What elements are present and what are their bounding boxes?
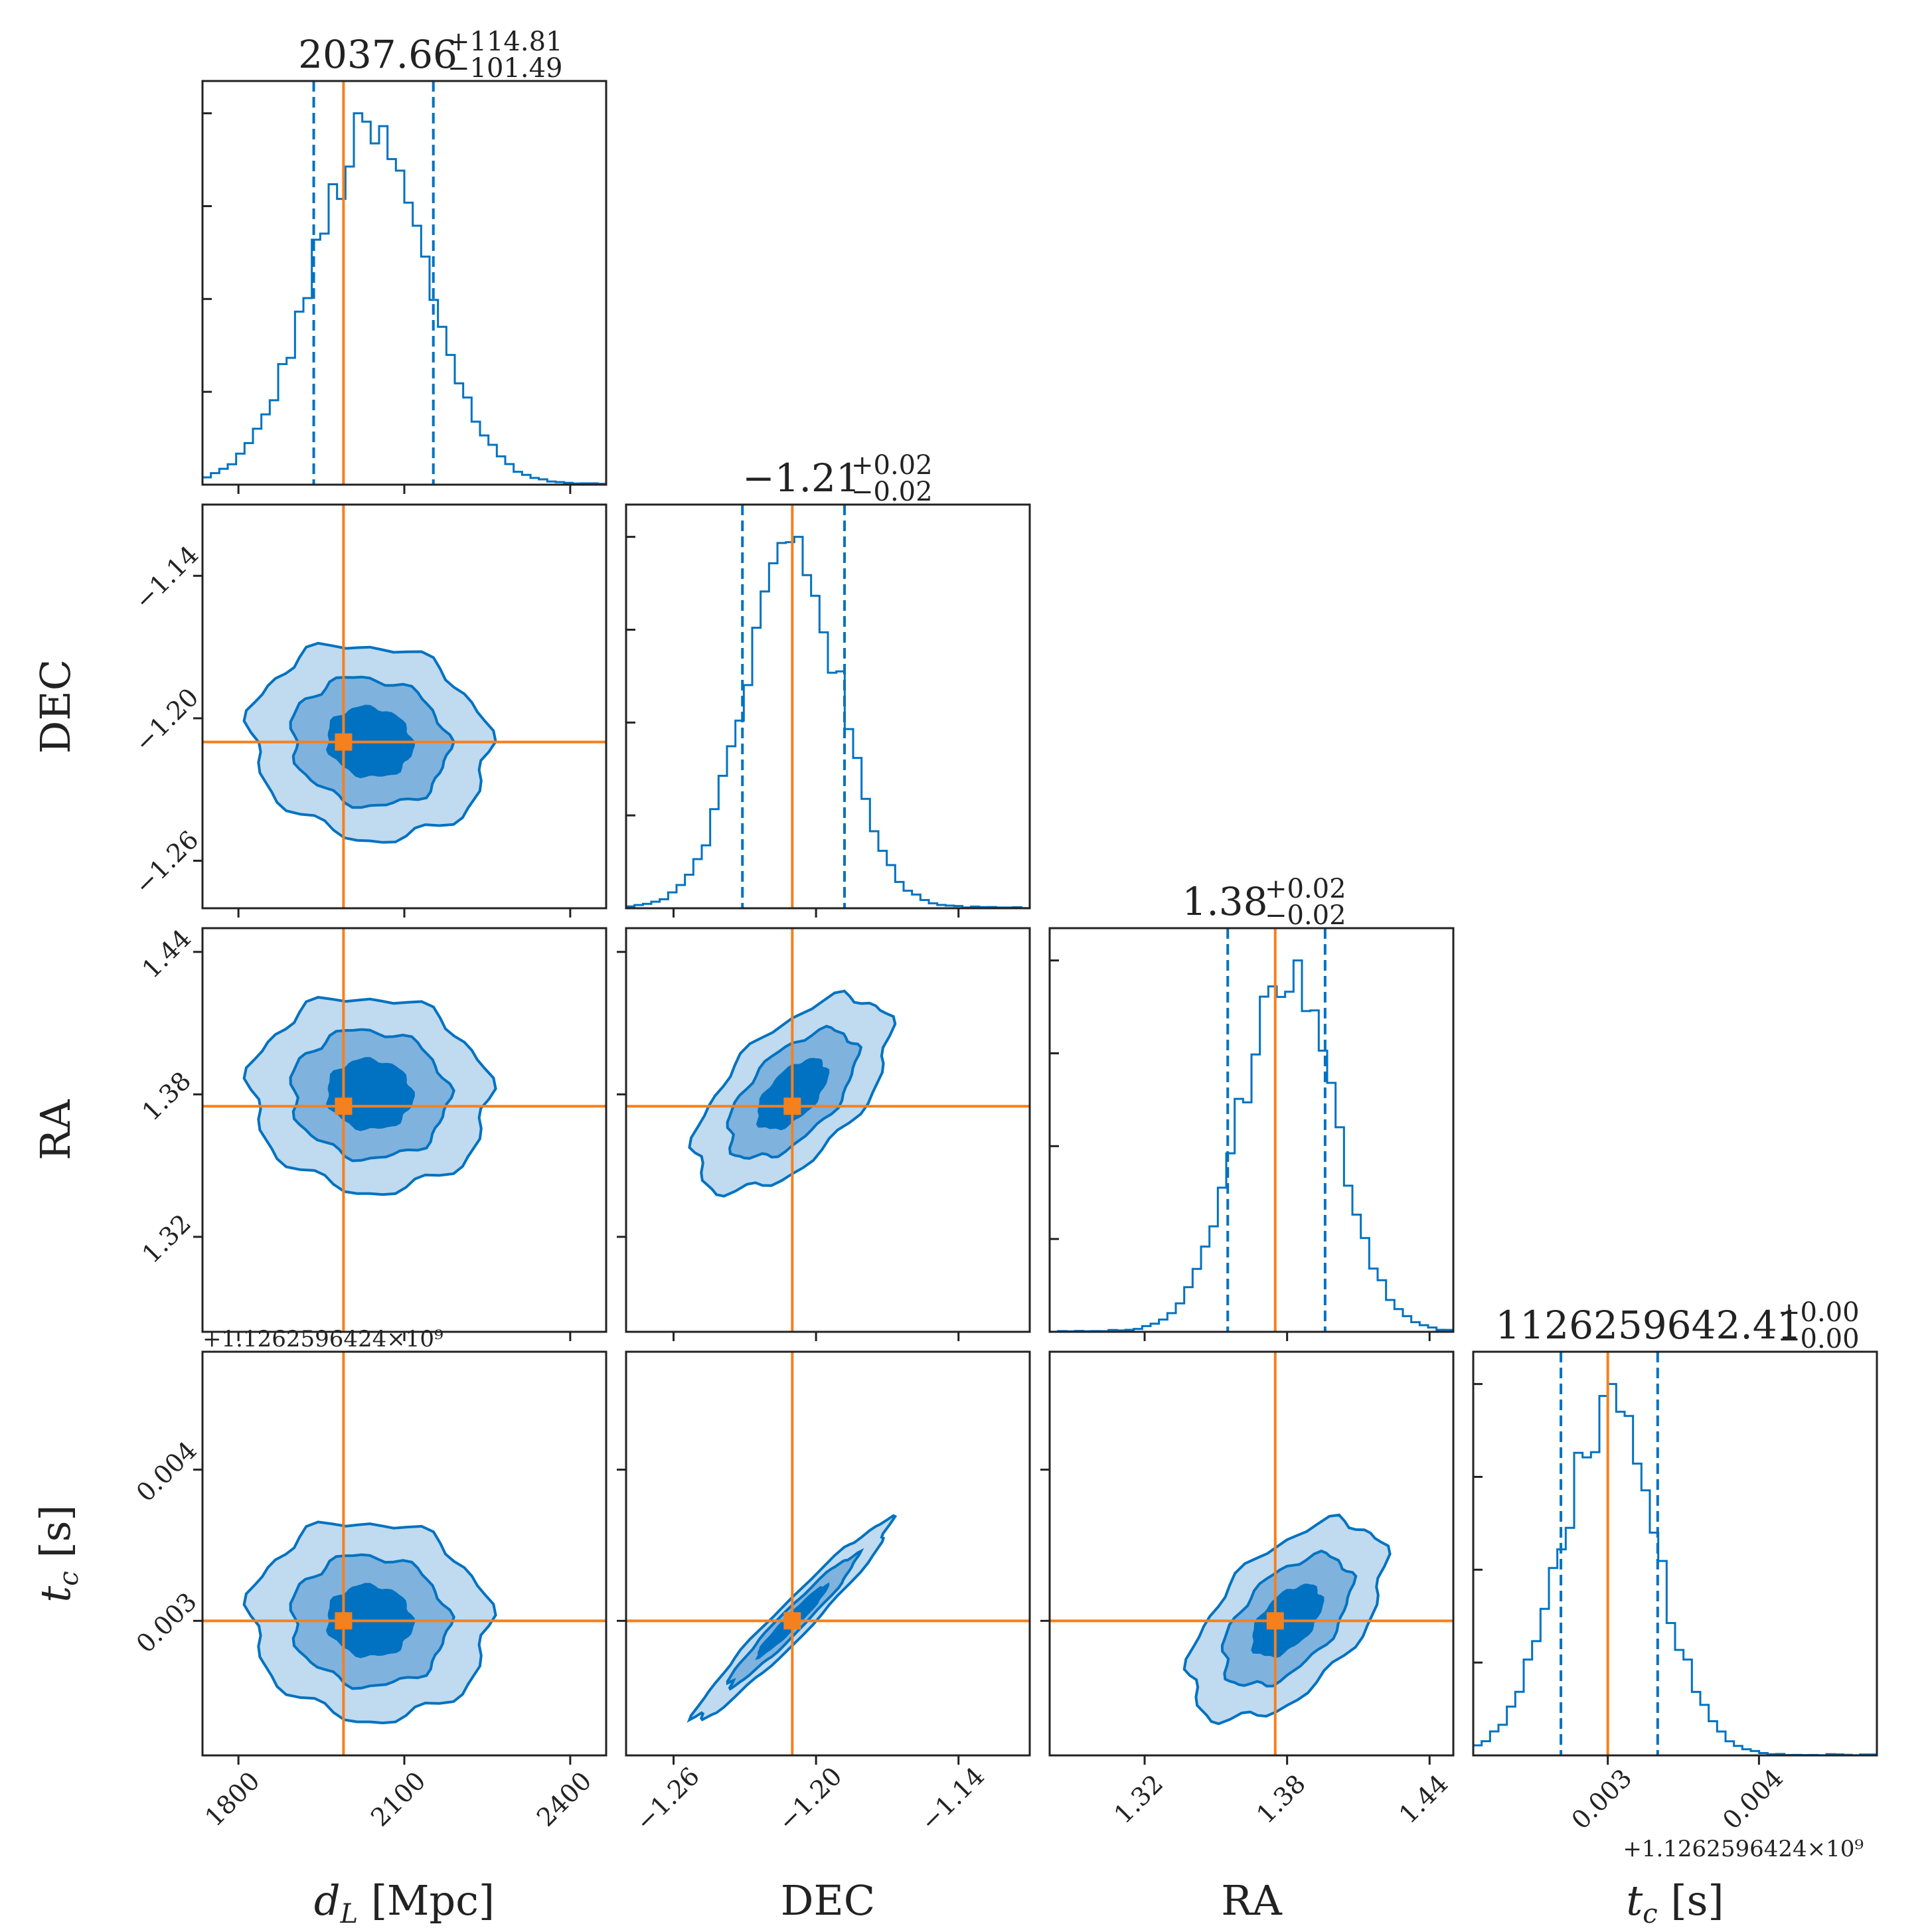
x-tick-label: −1.26: [630, 1761, 705, 1836]
truth-marker: [335, 1612, 353, 1630]
y-tick-label: −1.26: [129, 825, 204, 900]
panel-frame: [1472, 1350, 1878, 1757]
panel-title-tc: 1126259642.41: [1495, 1303, 1801, 1348]
x-tick-label: 1.32: [1108, 1769, 1168, 1829]
panel-title-plus-tc: +0.00: [1778, 1297, 1860, 1328]
label-main: RA: [1221, 1876, 1283, 1925]
y-tick-label: 1.32: [136, 1208, 197, 1269]
histogram-dL: [202, 112, 606, 485]
y-axis-label-dec: DEC: [31, 659, 80, 754]
panel-content: [1050, 928, 1453, 1332]
panel-frame: [625, 503, 1031, 910]
label-main: DEC: [31, 659, 80, 754]
panel-title-ra: 1.38: [1182, 879, 1267, 924]
panel-content: [202, 81, 606, 485]
panel-frame: [1048, 927, 1455, 1333]
x-tick-label: 1800: [199, 1766, 266, 1832]
label-sub: c: [1643, 1899, 1657, 1929]
panel-frame: [201, 80, 607, 486]
y-tick-label: 0.003: [131, 1587, 202, 1658]
y-offset-text: +1.1262596424×10⁹: [202, 1326, 443, 1352]
y-axis-label-ra: RA: [31, 1099, 80, 1161]
truth-marker: [783, 1097, 801, 1115]
y-axis-label-tc: tc [s]: [31, 1504, 84, 1602]
panel-title-dec: −1.21: [742, 455, 860, 501]
label-main: RA: [31, 1099, 80, 1161]
label-main: t: [31, 1586, 80, 1603]
panel-content: [626, 505, 1030, 908]
label-sub: L: [340, 1899, 359, 1929]
x-tick-label: 2400: [531, 1766, 598, 1832]
truth-marker: [783, 1612, 801, 1630]
label-rest: [s]: [1658, 1876, 1724, 1925]
panel-content: [626, 928, 1030, 1332]
histogram-tc: [1473, 1383, 1877, 1755]
panel-title-minus-dL: −101.49: [447, 53, 562, 84]
panel-content: [202, 928, 606, 1332]
panel-frame: [1048, 1350, 1455, 1757]
x-tick-label: 1.38: [1251, 1769, 1311, 1829]
label-main: d: [314, 1876, 341, 1925]
panel-frame: [625, 1350, 1031, 1757]
x-tick-label: −1.20: [772, 1761, 847, 1836]
y-tick-label: −1.14: [129, 540, 204, 615]
x-tick-label: −1.14: [915, 1761, 990, 1836]
x-tick-label: 2100: [365, 1766, 432, 1832]
label-main: DEC: [781, 1876, 875, 1925]
y-tick-label: 1.38: [136, 1066, 197, 1127]
y-tick-label: 0.004: [131, 1435, 202, 1507]
panel-title-plus-dec: +0.02: [851, 450, 933, 481]
x-axis-label-tc: tc [s]: [1626, 1876, 1724, 1929]
panel-content: [202, 505, 606, 908]
panel-title-minus-ra: −0.02: [1265, 900, 1346, 931]
x-offset-text: +1.1262596424×10⁹: [1623, 1836, 1864, 1862]
histogram-ra: [1050, 959, 1453, 1332]
panel-content: [1473, 1352, 1877, 1755]
x-axis-label-dec: DEC: [781, 1876, 875, 1925]
panel-title-minus-dec: −0.02: [851, 477, 933, 507]
panel-title-minus-tc: −0.00: [1778, 1324, 1860, 1354]
panel-frame: [625, 927, 1031, 1333]
truth-marker: [335, 1097, 353, 1115]
panel-content: [626, 1352, 1030, 1755]
y-tick-label: −1.20: [129, 683, 204, 758]
truth-marker: [1266, 1612, 1284, 1630]
x-axis-label-dL: dL [Mpc]: [314, 1876, 495, 1929]
label-rest: [s]: [31, 1504, 80, 1571]
label-main: t: [1626, 1876, 1643, 1925]
histogram-dec: [626, 536, 1030, 908]
x-tick-label: 0.003: [1566, 1763, 1637, 1835]
panel-content: [1050, 1352, 1453, 1755]
panel-title-dL: 2037.66: [298, 32, 457, 77]
panel-title-plus-dL: +114.81: [447, 27, 562, 57]
x-tick-label: 1.44: [1394, 1769, 1454, 1829]
y-tick-label: 1.44: [136, 924, 197, 984]
panel-content: [202, 1352, 606, 1755]
label-rest: [Mpc]: [358, 1876, 495, 1925]
x-tick-label: 0.004: [1717, 1763, 1789, 1835]
x-axis-label-ra: RA: [1221, 1876, 1283, 1925]
truth-marker: [335, 733, 353, 751]
label-sub: c: [54, 1571, 84, 1585]
panel-title-plus-ra: +0.02: [1265, 874, 1346, 904]
